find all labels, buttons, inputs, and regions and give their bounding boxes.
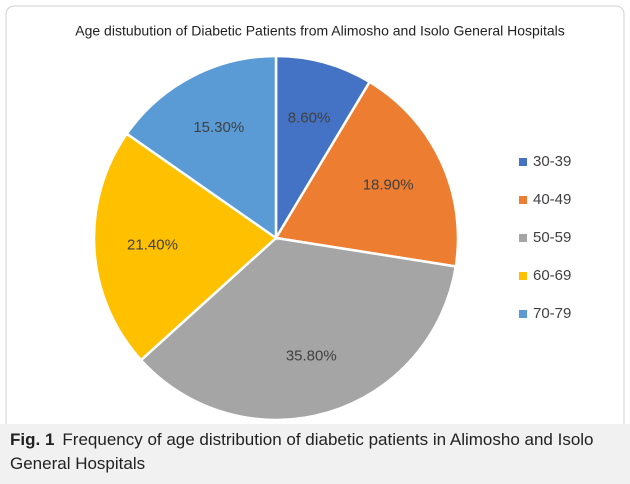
data-label: 35.80% [286, 348, 337, 365]
data-label: 15.30% [193, 119, 244, 136]
legend-swatch [519, 272, 527, 280]
legend-label: 30-39 [533, 153, 571, 170]
legend-label: 40-49 [533, 191, 571, 208]
legend-swatch [519, 234, 527, 242]
caption-text: Frequency of age distribution of diabeti… [10, 430, 594, 473]
chart-title: Age distubution of Diabetic Patients fro… [75, 23, 565, 39]
caption-label: Fig. 1 [10, 430, 55, 449]
legend-swatch [519, 196, 527, 204]
legend-swatch [519, 310, 527, 318]
pie-slice [274, 54, 372, 243]
legend-label: 70-79 [533, 305, 571, 322]
data-label: 18.90% [363, 177, 414, 194]
caption: Fig. 1 Frequency of age distribution of d… [0, 424, 630, 484]
pie-slice [139, 236, 458, 422]
pie-slice [92, 132, 279, 362]
legend-swatch [519, 158, 527, 166]
legend-label: 60-69 [533, 267, 571, 284]
pie-slice [125, 54, 278, 241]
pie-slice [273, 80, 460, 268]
legend-label: 50-59 [533, 229, 571, 246]
data-label: 8.60% [288, 110, 331, 127]
data-label: 21.40% [127, 237, 178, 254]
